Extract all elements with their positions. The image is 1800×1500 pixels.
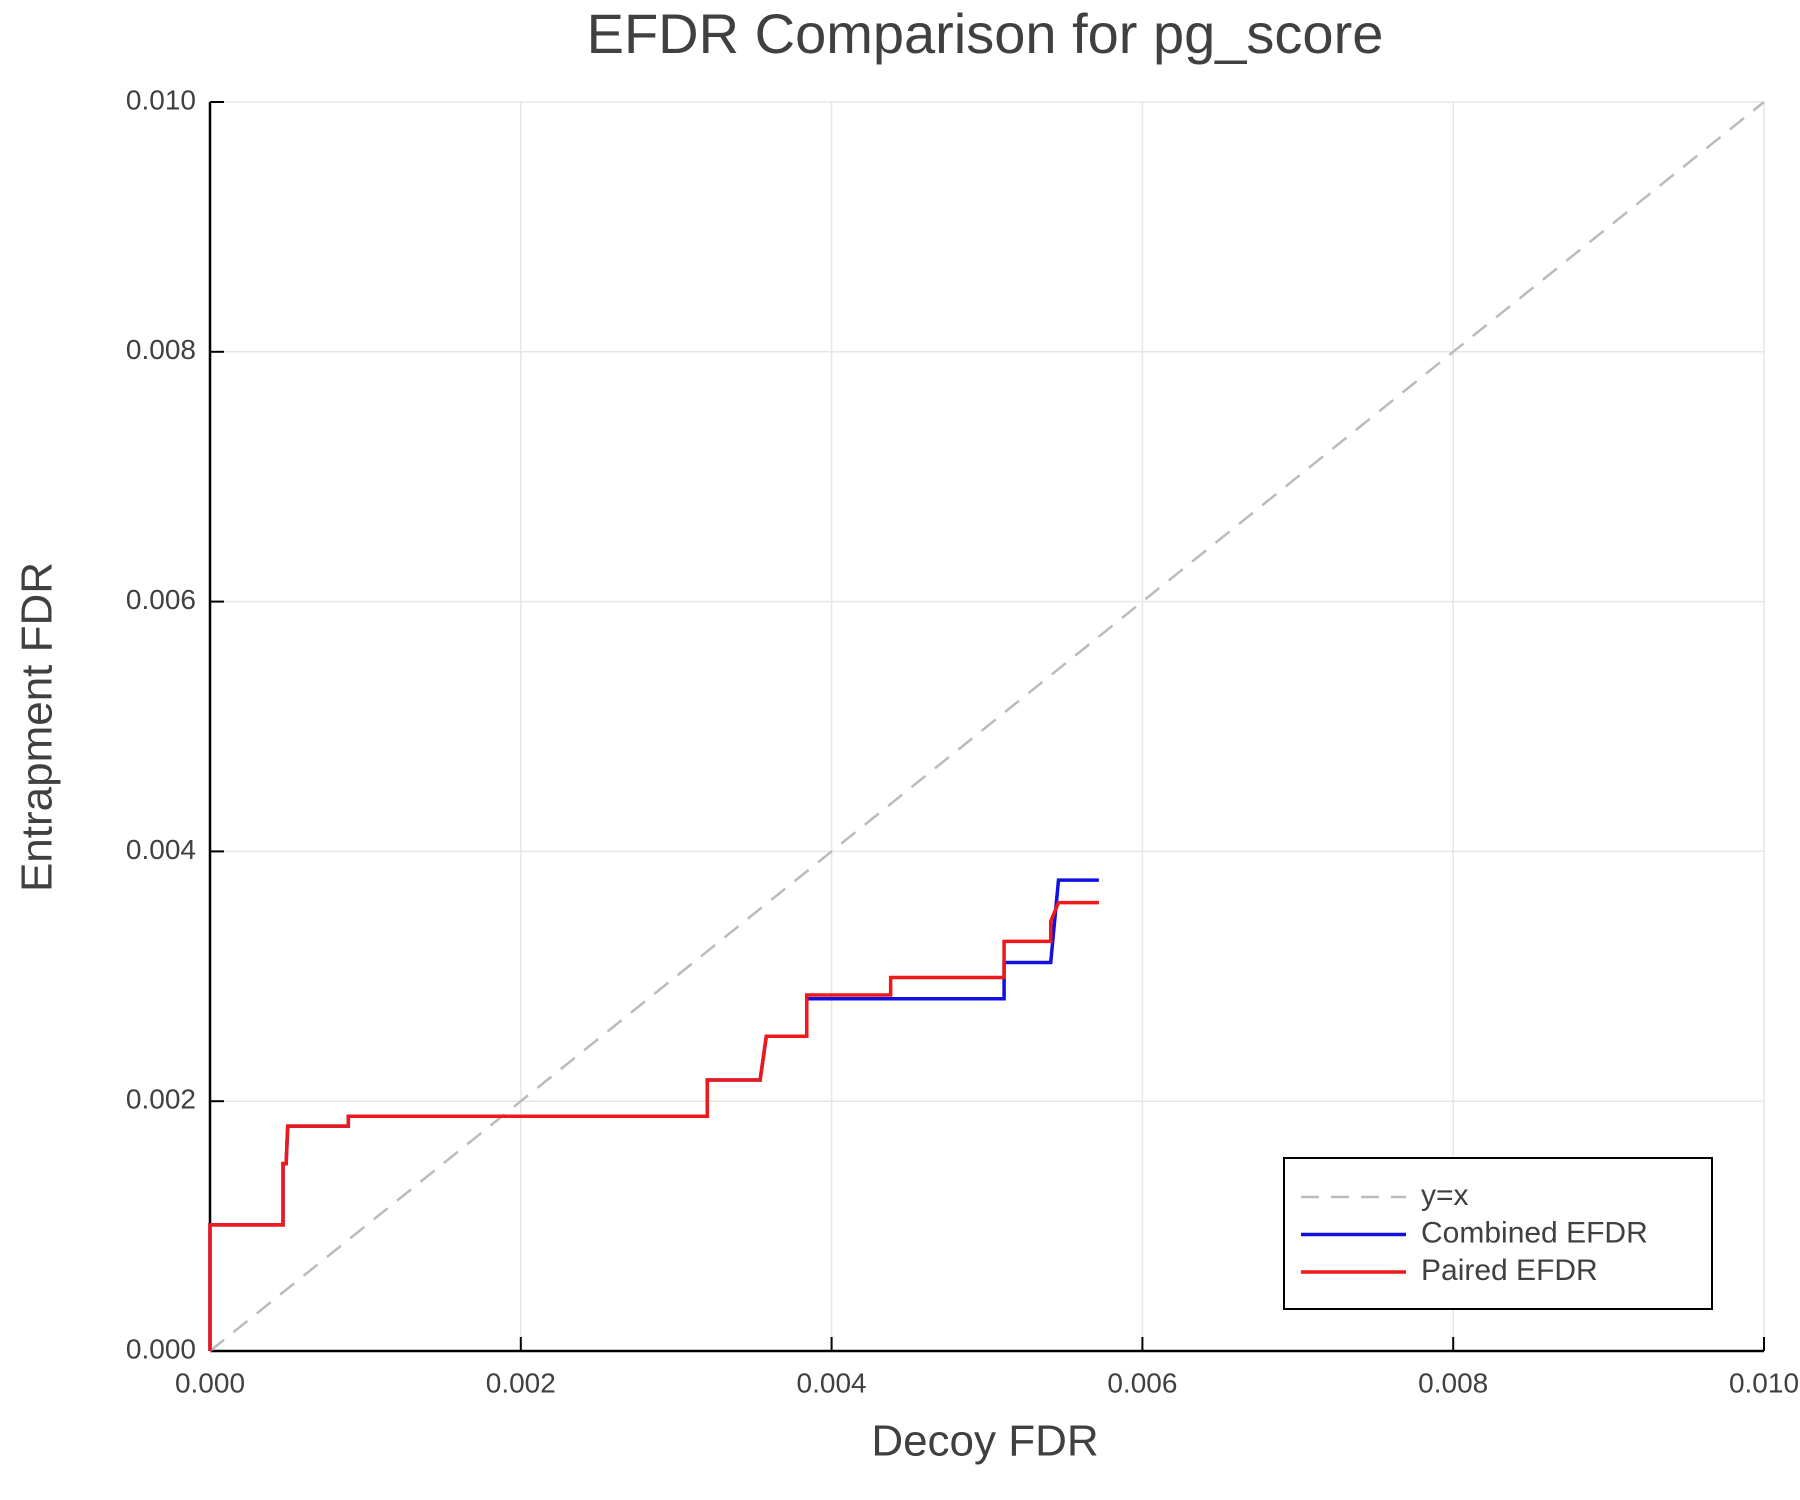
y-axis-label: Entrapment FDR — [13, 562, 62, 892]
y-tick-label: 0.010 — [126, 84, 196, 115]
x-tick-label: 0.008 — [1418, 1367, 1488, 1398]
y-tick-label: 0.008 — [126, 334, 196, 365]
x-tick-label: 0.002 — [486, 1367, 556, 1398]
y-tick-label: 0.004 — [126, 834, 196, 865]
x-tick-label: 0.004 — [797, 1367, 867, 1398]
x-tick-label: 0.000 — [175, 1367, 245, 1398]
x-tick-label: 0.006 — [1107, 1367, 1177, 1398]
series-line — [208, 900, 1099, 1351]
series-line — [209, 101, 1765, 1352]
x-axis-label: Decoy FDR — [871, 1417, 1098, 1466]
chart-title: EFDR Comparison for pg_score — [587, 2, 1384, 65]
y-tick-label: 0.002 — [126, 1084, 196, 1115]
legend-label: Paired EFDR — [1421, 1254, 1598, 1287]
x-tick-label: 0.010 — [1729, 1367, 1799, 1398]
legend-label: y=x — [1421, 1179, 1469, 1212]
y-tick-label: 0.006 — [126, 584, 196, 615]
legend-label: Combined EFDR — [1421, 1216, 1648, 1249]
y-tick-label: 0.000 — [126, 1333, 196, 1364]
